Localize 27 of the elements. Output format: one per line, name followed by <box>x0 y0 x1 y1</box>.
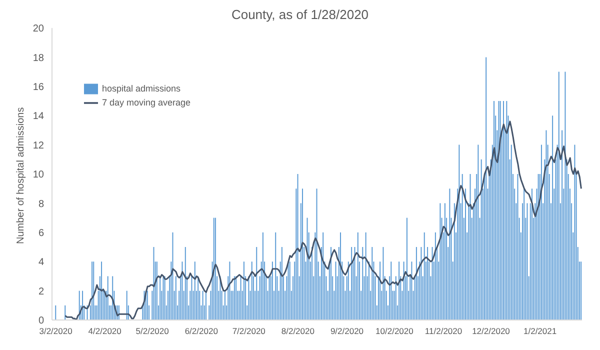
x-tick-label: 12/2/2020 <box>472 326 510 336</box>
legend-label: 7 day moving average <box>102 97 191 108</box>
x-tick-label: 4/2/2020 <box>88 326 122 336</box>
y-tick-label: 18 <box>32 52 44 64</box>
x-tick-label: 8/2/2020 <box>281 326 315 336</box>
chart-title: County, as of 1/28/2020 <box>230 7 370 24</box>
x-tick-label: 10/2/2020 <box>376 326 414 336</box>
y-tick-label: 10 <box>32 170 44 181</box>
legend-label: hospital admissions <box>102 83 181 94</box>
y-tick-label: 0 <box>38 316 44 327</box>
y-tick-label: 8 <box>38 198 44 210</box>
y-tick-label: 12 <box>32 140 44 152</box>
x-tick-label: 6/2/2020 <box>184 326 218 336</box>
x-tick-label: 9/2/2020 <box>330 326 364 336</box>
x-tick-label: 7/2/2020 <box>232 326 266 336</box>
x-tick-label: 3/2/2020 <box>39 326 73 336</box>
y-tick-label: 2 <box>38 286 44 298</box>
x-tick-label: 11/2/2020 <box>424 326 462 336</box>
x-tick-label: 1/2/2021 <box>524 326 557 336</box>
y-tick-label: 20 <box>32 24 44 35</box>
y-tick-label: 6 <box>38 228 44 239</box>
y-tick-label: 14 <box>32 111 44 122</box>
line-series <box>64 120 582 320</box>
y-tick-label: 16 <box>32 82 44 93</box>
x-tick-label: 5/2/2020 <box>136 326 170 336</box>
y-axis-title: Number of hospital admissions <box>16 107 27 244</box>
y-tick-label: 4 <box>38 257 44 268</box>
